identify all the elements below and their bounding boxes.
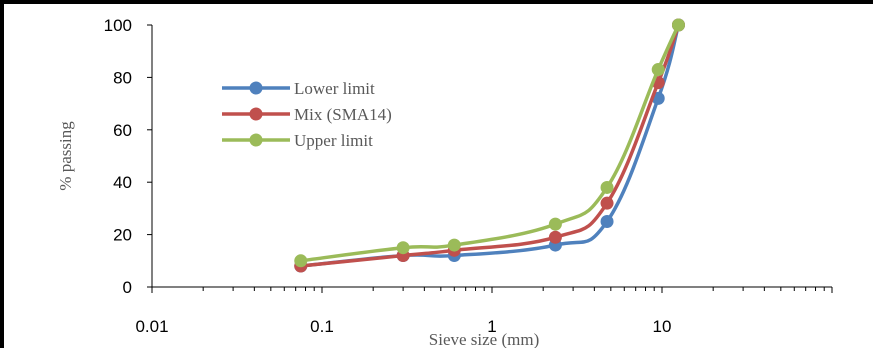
x-axis-title: Sieve size (mm) xyxy=(429,330,539,348)
data-point xyxy=(600,215,614,228)
data-point xyxy=(548,217,562,231)
data-point xyxy=(600,180,614,194)
y-tick-label: 40 xyxy=(113,173,132,192)
x-tick-label: 0.1 xyxy=(310,317,334,336)
legend-marker xyxy=(249,81,263,95)
y-tick-label: 80 xyxy=(113,68,132,87)
legend-item-lower-limit: Lower limit xyxy=(222,79,375,98)
data-point xyxy=(294,254,308,268)
y-axis-title: % passing xyxy=(56,121,75,191)
data-point xyxy=(600,196,614,210)
legend-label: Lower limit xyxy=(294,79,375,98)
data-point xyxy=(396,241,410,255)
x-tick-label: 1 xyxy=(487,317,496,336)
series-upper-limit xyxy=(294,18,685,268)
data-point xyxy=(651,63,665,77)
y-tick-label: 20 xyxy=(113,226,132,245)
y-tick-label: 100 xyxy=(104,16,132,35)
legend-marker xyxy=(249,107,263,121)
axes: 0 20 40 60 80 100 0.01 0.1 1 10 xyxy=(104,16,833,336)
legend-item-upper-limit: Upper limit xyxy=(222,131,373,150)
y-tick-label: 60 xyxy=(113,121,132,140)
legend-item-mix-sma14: Mix (SMA14) xyxy=(222,105,392,124)
data-point xyxy=(671,18,685,32)
legend-marker xyxy=(249,133,263,147)
legend-label: Mix (SMA14) xyxy=(294,105,392,124)
data-point xyxy=(447,238,461,252)
x-tick-label: 10 xyxy=(653,317,672,336)
series-layer xyxy=(294,18,685,273)
y-tick-label: 0 xyxy=(123,278,132,297)
legend: Lower limit Mix (SMA14) Upper limit xyxy=(222,79,392,150)
data-point xyxy=(548,230,562,244)
legend-label: Upper limit xyxy=(294,131,373,150)
x-tick-label: 0.01 xyxy=(135,317,168,336)
